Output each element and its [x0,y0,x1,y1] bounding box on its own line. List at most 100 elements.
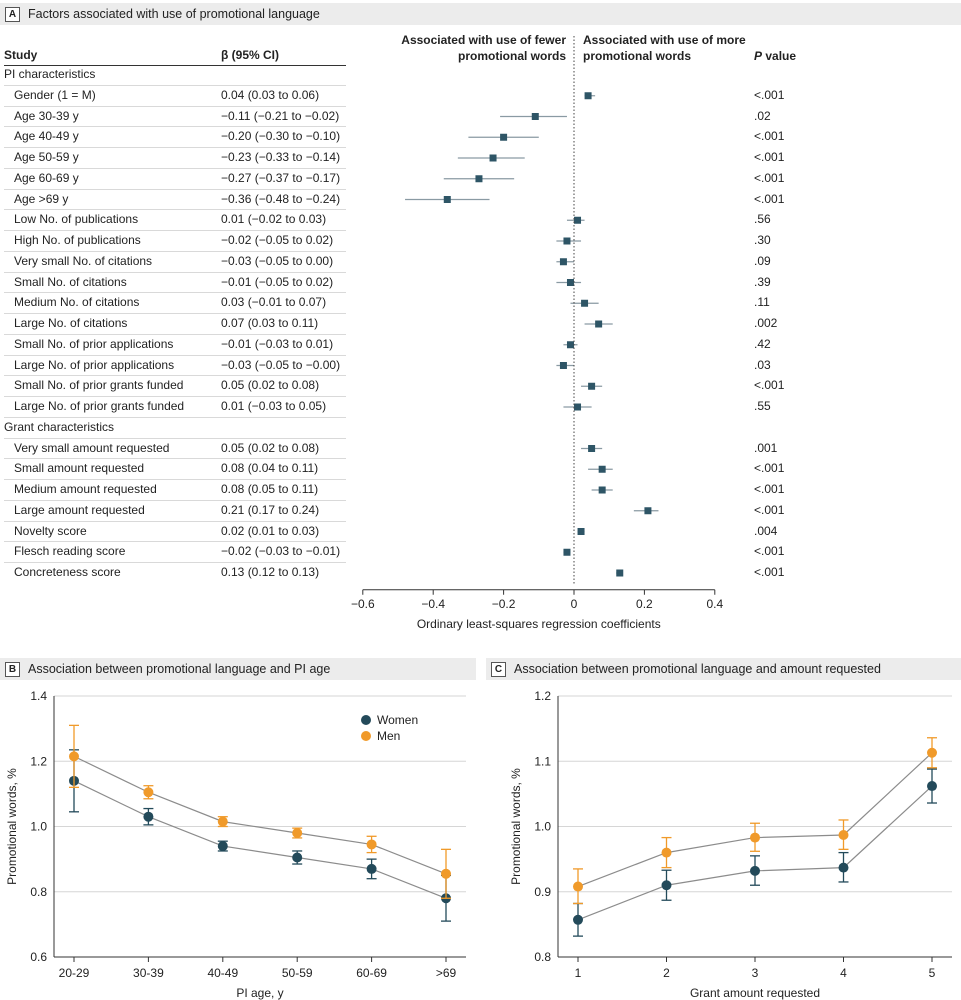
estimate-marker [563,237,571,245]
estimate-marker [563,548,571,556]
beta-ci-value: 0.04 (0.03 to 0.06) [221,87,320,102]
beta-ci-value: 0.05 (0.02 to 0.08) [221,378,320,393]
estimate-marker [574,403,582,411]
x-tick-label: 0.2 [636,597,653,611]
p-value: .30 [754,233,771,247]
row-divider [4,499,346,501]
point-men [292,828,303,839]
study-label: Low No. of publications [14,212,139,227]
p-value: .02 [754,108,771,123]
estimate-marker [500,133,508,141]
p-value: <.001 [754,129,785,144]
point-women [661,880,672,891]
point-men [750,832,760,843]
estimate-marker [588,382,596,390]
study-label: Small No. of prior grants funded [14,378,184,393]
beta-ci-value: −0.23 (−0.33 to −0.14) [221,150,341,164]
group-label: PI characteristics [4,67,96,81]
point-men [661,847,672,858]
x-tick-label: 40-49 [207,966,238,980]
estimate-marker [581,299,589,307]
y-tick-label: 1.0 [534,820,551,834]
p-value: <.001 [754,461,785,476]
study-label: Small No. of citations [14,274,127,289]
row-divider [4,479,346,480]
estimate-marker [595,320,603,328]
series-line-men [73,755,447,875]
beta-ci-value: 0.08 (0.05 to 0.11) [221,482,319,496]
legend-marker-men [361,731,371,741]
col-study-header: Study [4,48,38,62]
study-label: Gender (1 = M) [14,87,96,102]
p-value: .42 [754,336,771,351]
left-header-line2: promotional words [458,49,566,63]
left-header-line1: Associated with use of fewer [401,33,566,47]
x-tick-label: 0.4 [706,597,723,611]
row-divider [4,188,346,190]
estimate-marker [566,279,574,286]
panel-a-title: Factors associated with use of promotion… [28,7,320,21]
panel-b-letter: B [5,661,20,677]
row-divider [4,167,346,169]
point-women [838,862,849,873]
estimate-marker [616,569,624,577]
estimate-marker [475,175,483,183]
study-label: Very small amount requested [14,440,170,455]
y-axis-label: Promotional words, % [509,768,523,885]
y-tick-label: 0.6 [30,950,47,964]
beta-ci-value: 0.03 (−0.01 to 0.07) [221,295,327,310]
estimate-marker [584,92,592,100]
p-value-header-suffix: value [762,49,796,63]
panel-b-header: B Association between promotional langua… [0,658,476,680]
panel-c-title: Association between promotional language… [514,662,881,676]
beta-ci-value: −0.02 (−0.03 to −0.01) [221,544,341,559]
y-tick-label: 0.9 [534,885,551,899]
study-label: High No. of publications [14,233,141,247]
x-tick-label: 2 [663,966,670,980]
estimate-marker [644,507,652,515]
row-divider [4,126,346,128]
row-divider [4,375,346,377]
study-label: Large amount requested [14,502,145,517]
study-label: Large No. of prior applications [14,357,175,372]
panel-c-letter: C [491,661,506,677]
estimate-marker [531,113,539,120]
study-label: Novelty score [14,523,87,538]
p-value: .09 [754,253,771,268]
study-label: Large No. of citations [14,316,128,330]
x-tick-label: −0.2 [492,597,516,611]
p-value: .001 [754,440,778,455]
p-value-header: P value [754,49,796,63]
x-tick-label: 30-39 [133,966,164,980]
p-value: <.001 [754,565,785,579]
x-tick-label: 50-59 [282,966,313,980]
estimate-marker [577,528,585,535]
x-axis-label: Ordinary least-squares regression coeffi… [417,617,661,631]
point-men [143,787,154,798]
study-label: Age 50-59 y [14,150,79,164]
p-value: <.001 [754,544,785,559]
beta-ci-value: −0.27 (−0.37 to −0.17) [221,170,341,185]
p-value: <.001 [754,502,785,517]
point-men [838,829,849,840]
p-value: .56 [754,212,771,227]
p-value: .03 [754,357,771,372]
row-divider [4,541,346,543]
row-divider [4,84,346,86]
forest-plot: Associated with use of fewer promotional … [351,33,796,631]
p-value: <.001 [754,191,785,206]
estimate-marker [598,486,606,494]
p-value-header-italic: P [754,49,763,63]
row-divider [4,292,346,294]
beta-ci-value: 0.21 (0.17 to 0.24) [221,502,320,517]
panel-a-letter: A [5,6,20,22]
row-divider [4,396,346,397]
x-axis-label: PI age, y [236,986,283,1000]
point-women [143,811,154,822]
row-divider [4,437,346,439]
y-tick-label: 0.8 [30,885,47,899]
x-tick-label: −0.4 [421,597,445,611]
beta-ci-value: 0.08 (0.04 to 0.11) [221,461,319,476]
legend-marker-women [361,715,371,725]
x-tick-label: 0 [571,597,578,611]
